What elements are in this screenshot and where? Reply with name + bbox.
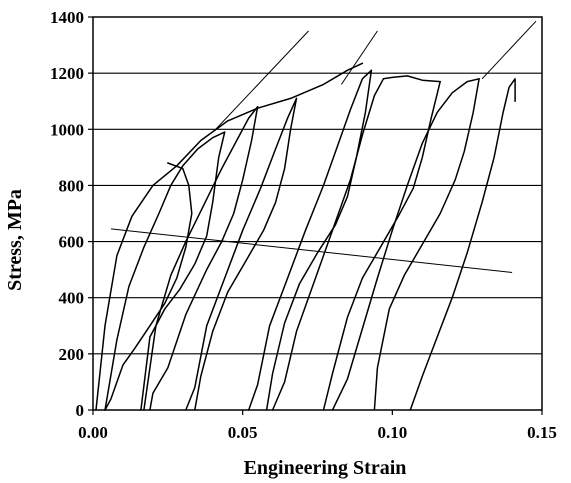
- series-line-5: [143, 106, 259, 411]
- y-tick-label: 0: [76, 401, 85, 420]
- reference-line-3: [481, 20, 537, 80]
- series-line-6: [149, 106, 259, 411]
- reference-line-2: [340, 30, 378, 85]
- axis-ticks: 0 200 400 600 800 1000 1200 1400 0.00 0.05 0.10 0.1…: [50, 8, 557, 442]
- y-tick-label: 800: [59, 176, 85, 195]
- series-line-12: [322, 80, 441, 411]
- y-tick-label: 1400: [50, 8, 84, 27]
- series-line-4: [140, 131, 226, 411]
- y-tick-label: 200: [59, 345, 85, 364]
- series-line-10: [265, 69, 373, 411]
- series-line-7: [185, 97, 298, 411]
- x-tick-label: 0.00: [78, 423, 108, 442]
- reference-line-1: [215, 30, 309, 130]
- x-tick-label: 0.05: [228, 423, 258, 442]
- y-tick-label: 1000: [50, 120, 84, 139]
- series-line-9: [247, 69, 373, 411]
- x-tick-label: 0.10: [377, 423, 407, 442]
- y-tick-label: 1200: [50, 64, 84, 83]
- reference-line-4: [110, 228, 513, 273]
- series-line-13: [331, 78, 480, 411]
- series-line-15: [409, 78, 516, 411]
- series-line-14: [373, 78, 480, 411]
- series-line-1: [95, 62, 364, 411]
- series-line-3: [104, 131, 226, 411]
- series-line-8: [194, 97, 298, 411]
- x-tick-label: 0.15: [527, 423, 557, 442]
- y-axis-title: Stress, MPa: [4, 189, 26, 291]
- plot-area-frame: [92, 16, 543, 411]
- series-line-11: [271, 75, 441, 411]
- series-line-2: [104, 162, 193, 411]
- x-axis-title: Engineering Strain: [244, 457, 407, 479]
- data-series: [95, 62, 516, 411]
- reference-lines: [110, 20, 537, 273]
- y-tick-label: 600: [59, 233, 85, 252]
- y-tick-label: 400: [59, 289, 85, 308]
